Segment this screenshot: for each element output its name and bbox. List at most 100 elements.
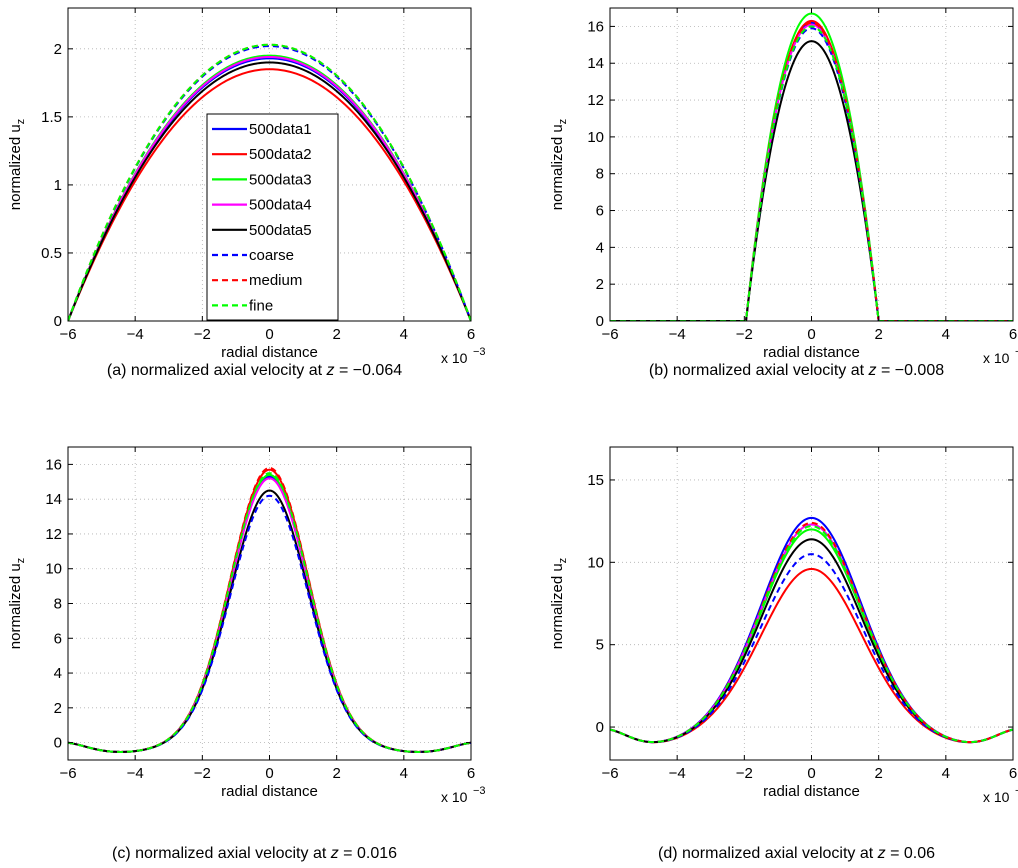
x-tick-label: 2 — [332, 326, 340, 343]
y-tick-label: 1.5 — [41, 109, 62, 126]
chart-panel-d: −6 −4 −2 0 2 4 6 0 5 10 15 radial distance x 10 −3 nor… — [549, 446, 1018, 862]
caption-variable: z — [330, 845, 339, 862]
x-multiplier-exponent: −3 — [473, 346, 486, 358]
x-multiplier-label: x 10 — [441, 789, 468, 805]
series-line-500data4 — [68, 55, 471, 321]
y-tick-label: 2 — [54, 700, 62, 717]
y-tick-label: 12 — [587, 92, 604, 109]
caption-variable: z — [326, 362, 335, 379]
series-line-coarse — [610, 553, 1013, 744]
y-tick-label: 0 — [54, 735, 62, 752]
x-tick-label: 6 — [1009, 326, 1017, 343]
x-multiplier-label: x 10 — [983, 789, 1010, 805]
y-tick-label: 0 — [54, 313, 62, 330]
legend: 500data1 500data2 500data3 500data4 500data5… — [206, 113, 339, 321]
y-axis-label-main: normalized u — [7, 563, 24, 649]
caption-variable: z — [868, 362, 877, 379]
y-axis-label-main: normalized u — [7, 124, 24, 210]
x-tick-label: 0 — [265, 326, 273, 343]
y-tick-label: 16 — [587, 18, 604, 35]
x-tick-label: −4 — [669, 765, 686, 782]
x-tick-label: −4 — [127, 326, 144, 343]
x-tick-label: −2 — [736, 765, 753, 782]
series-line-500data4 — [610, 23, 1013, 321]
x-tick-label: −6 — [59, 765, 76, 782]
x-tick-label: 2 — [874, 765, 882, 782]
series-line-fine — [610, 25, 1013, 321]
y-tick-label: 10 — [587, 554, 604, 571]
x-tick-label: 0 — [265, 765, 273, 782]
series-line-500data5 — [68, 489, 471, 753]
x-axis-label: radial distance — [763, 344, 860, 361]
x-tick-label: −6 — [601, 326, 618, 343]
series-group — [610, 12, 1013, 321]
y-tick-label: 0.5 — [41, 245, 62, 262]
y-axis-label: normalized uz — [549, 119, 569, 210]
chart-panel-a: −6 −4 −2 0 2 4 6 0 0.5 1 1.5 2 radial distance x 10 −3… — [7, 7, 486, 379]
caption-prefix: (b) normalized axial velocity at — [649, 362, 869, 379]
x-tick-label: 4 — [400, 326, 408, 343]
y-axis-label: normalized uz — [7, 119, 27, 210]
x-axis-label: radial distance — [763, 783, 860, 800]
y-tick-label: 6 — [54, 630, 62, 647]
y-axis-label-subscript: z — [15, 119, 27, 125]
y-tick-label: 4 — [596, 239, 604, 256]
y-tick-label: 5 — [596, 637, 604, 654]
y-tick-label: 1 — [54, 177, 62, 194]
y-axis-label-main: normalized u — [549, 124, 566, 210]
panel-caption: (a) normalized axial velocity at z = −0.… — [107, 362, 402, 379]
series-line-500data1 — [610, 21, 1013, 321]
x-axis-label: radial distance — [221, 783, 318, 800]
series-line-fine — [68, 472, 471, 753]
x-tick-label: 0 — [807, 765, 815, 782]
series-line-fine — [610, 525, 1013, 744]
legend-label-500data5: 500data5 — [249, 222, 312, 239]
x-tick-label: −4 — [127, 765, 144, 782]
series-line-coarse — [610, 27, 1013, 321]
y-tick-label: 10 — [45, 561, 62, 578]
panel-caption: (b) normalized axial velocity at z = −0.… — [649, 362, 944, 379]
x-tick-label: −2 — [194, 326, 211, 343]
y-tick-label: 10 — [587, 129, 604, 146]
x-axis-label: radial distance — [221, 344, 318, 361]
series-line-500data2 — [68, 68, 471, 321]
legend-label-500data2: 500data2 — [249, 146, 312, 163]
y-axis-label: normalized uz — [549, 558, 569, 649]
chart-panel-c: −6 −4 −2 0 2 4 6 0 2 4 6 8 10 12 14 16 radial distance x … — [7, 446, 486, 862]
x-tick-label: −4 — [669, 326, 686, 343]
legend-label-500data3: 500data3 — [249, 171, 312, 188]
caption-variable: z — [877, 845, 886, 862]
x-tick-label: 2 — [874, 326, 882, 343]
x-tick-label: −6 — [59, 326, 76, 343]
caption-equation: = 0.016 — [339, 845, 397, 862]
x-tick-label: 6 — [467, 326, 475, 343]
y-tick-label: 4 — [54, 665, 62, 682]
x-multiplier-exponent: −3 — [1015, 785, 1018, 797]
y-tick-label: 14 — [45, 491, 62, 508]
y-tick-label: 6 — [596, 203, 604, 220]
x-tick-label: 4 — [942, 326, 950, 343]
y-tick-label: 0 — [596, 313, 604, 330]
x-multiplier-label: x 10 — [441, 350, 468, 366]
y-axis-label: normalized uz — [7, 558, 27, 649]
y-tick-label: 8 — [596, 166, 604, 183]
caption-equation: = 0.06 — [886, 845, 935, 862]
legend-label-500data1: 500data1 — [249, 121, 312, 138]
y-tick-label: 12 — [45, 526, 62, 543]
series-group — [68, 43, 471, 321]
caption-equation: = −0.008 — [877, 362, 945, 379]
panel-caption: (d) normalized axial velocity at z = 0.0… — [658, 845, 935, 862]
series-line-500data5 — [610, 40, 1013, 321]
x-multiplier-exponent: −3 — [473, 785, 486, 797]
series-line-500data3 — [610, 12, 1013, 321]
legend-label-fine: fine — [249, 297, 273, 314]
y-tick-label: 2 — [54, 41, 62, 58]
caption-equation: = −0.064 — [335, 362, 403, 379]
y-axis-label-main: normalized u — [549, 563, 566, 649]
x-tick-label: −6 — [601, 765, 618, 782]
series-line-500data2 — [610, 19, 1013, 321]
caption-prefix: (d) normalized axial velocity at — [658, 845, 878, 862]
y-axis-label-subscript: z — [557, 558, 569, 564]
x-tick-label: −2 — [736, 326, 753, 343]
x-multiplier-label: x 10 — [983, 350, 1010, 366]
